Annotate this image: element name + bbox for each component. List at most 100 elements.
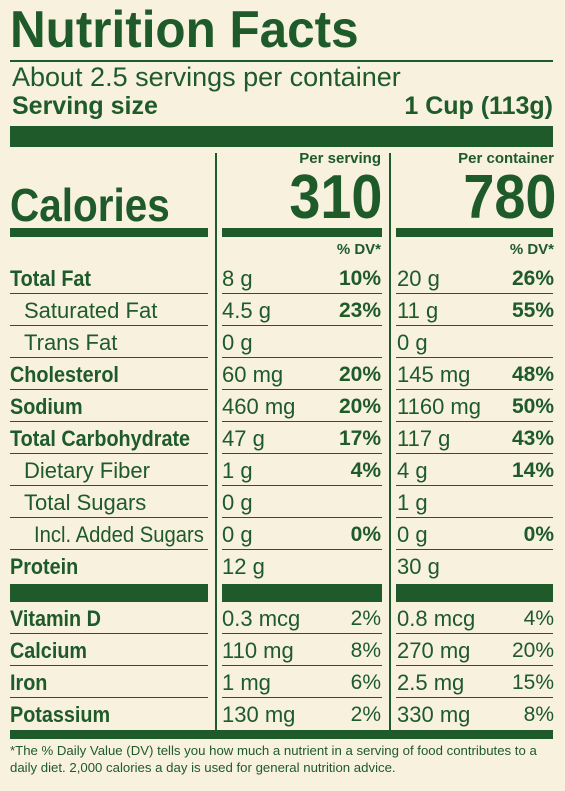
- container-amount: 30 g: [397, 554, 440, 579]
- thick-divider-bottom: [10, 730, 553, 739]
- row-divider: [10, 665, 208, 666]
- serving-amount: 460 mg: [222, 394, 296, 419]
- row-divider: [222, 293, 382, 294]
- nutrient-row: Trans Fat 0 g 0 g: [0, 326, 565, 358]
- container-amount: 0 g: [397, 522, 428, 547]
- nutrient-row: Total Fat 8 g 10% 20 g 26%: [0, 262, 565, 294]
- row-divider: [396, 325, 553, 326]
- row-divider: [396, 357, 553, 358]
- nutrient-name: Protein: [10, 554, 79, 579]
- row-divider: [10, 389, 208, 390]
- row-divider: [396, 421, 553, 422]
- serving-amount: 12 g: [222, 554, 265, 579]
- thick-divider-top: [10, 126, 553, 147]
- vitamin-row: Iron 1 mg 6% 2.5 mg 15%: [0, 666, 565, 698]
- calories-bar-left: [10, 228, 208, 237]
- row-divider: [10, 357, 208, 358]
- serving-dv: 20%: [338, 363, 381, 386]
- title-divider: [10, 60, 553, 62]
- container-amount: 1 g: [397, 490, 428, 515]
- nutrient-row: Dietary Fiber 1 g 4% 4 g 14%: [0, 454, 565, 486]
- container-amount: 145 mg: [397, 362, 471, 387]
- row-divider: [396, 389, 553, 390]
- calories-label: Calories: [10, 179, 170, 231]
- vitamin-bar-mid: [222, 584, 382, 602]
- serving-size-label: Serving size: [12, 92, 158, 120]
- container-amount: 117 g: [397, 426, 451, 451]
- footnote: *The % Daily Value (DV) tells you how mu…: [10, 743, 537, 775]
- serving-size-value: 1 Cup (113g): [404, 92, 553, 120]
- row-divider: [10, 485, 208, 486]
- nutrient-row: Saturated Fat 4.5 g 23% 11 g 55%: [0, 294, 565, 326]
- per-container-header: Per container: [458, 150, 554, 167]
- container-dv: 55%: [511, 299, 554, 322]
- nutrient-name: Total Carbohydrate: [10, 426, 191, 451]
- row-divider: [222, 697, 382, 698]
- column-divider-1: [215, 153, 217, 730]
- vitamin-row: Potassium 130 mg 2% 330 mg 8%: [0, 698, 565, 730]
- per-serving-header: Per serving: [299, 150, 381, 167]
- nutrient-name: Iron: [10, 670, 48, 695]
- row-divider: [222, 665, 382, 666]
- nutrient-row: Total Sugars 0 g 1 g: [0, 486, 565, 518]
- row-divider: [222, 453, 382, 454]
- serving-dv: 8%: [350, 639, 381, 662]
- row-divider: [396, 697, 553, 698]
- row-divider: [396, 665, 553, 666]
- container-amount: 20 g: [397, 266, 440, 291]
- row-divider: [10, 549, 208, 550]
- row-divider: [10, 325, 208, 326]
- nutrient-name: Saturated Fat: [24, 298, 158, 323]
- serving-amount: 0 g: [222, 490, 253, 515]
- nutrient-name: Sodium: [10, 394, 83, 419]
- serving-amount: 0.3 mcg: [222, 606, 301, 631]
- row-divider: [396, 549, 553, 550]
- container-amount: 0 g: [397, 330, 428, 355]
- row-divider: [10, 453, 208, 454]
- row-divider: [10, 697, 208, 698]
- row-divider: [396, 517, 553, 518]
- serving-amount: 1 g: [222, 458, 253, 483]
- serving-amount: 4.5 g: [222, 298, 271, 323]
- serving-amount: 0 g: [222, 522, 253, 547]
- nutrient-name: Cholesterol: [10, 362, 119, 387]
- nutrient-row: Incl. Added Sugars 0 g 0% 0 g 0%: [0, 518, 565, 550]
- container-amount: 1160 mg: [397, 394, 481, 419]
- calories-per-container: 780: [462, 163, 556, 232]
- row-divider: [10, 293, 208, 294]
- serving-dv: 2%: [350, 703, 381, 726]
- vitamin-bar-left: [10, 584, 208, 602]
- container-dv: 0%: [523, 523, 554, 546]
- serving-amount: 1 mg: [222, 670, 271, 695]
- container-amount: 11 g: [397, 298, 439, 323]
- row-divider: [222, 357, 382, 358]
- row-divider: [396, 485, 553, 486]
- row-divider: [10, 517, 208, 518]
- serving-dv: 17%: [338, 427, 381, 450]
- row-divider: [222, 485, 382, 486]
- serving-dv: 4%: [350, 459, 381, 482]
- row-divider: [222, 325, 382, 326]
- nutrient-row: Total Carbohydrate 47 g 17% 117 g 43%: [0, 422, 565, 454]
- servings-per-container: About 2.5 servings per container: [12, 62, 401, 92]
- container-dv: 4%: [523, 607, 554, 630]
- row-divider: [396, 293, 553, 294]
- dv-header-serving: % DV*: [336, 241, 381, 258]
- serving-amount: 47 g: [222, 426, 265, 451]
- calories-bar-mid: [222, 228, 382, 237]
- container-amount: 2.5 mg: [397, 670, 465, 695]
- row-divider: [10, 421, 208, 422]
- serving-dv: 2%: [350, 607, 381, 630]
- calories-bar-right: [396, 228, 553, 237]
- nutrient-row: Protein 12 g 30 g: [0, 550, 565, 582]
- nutrient-name: Vitamin D: [10, 606, 101, 631]
- row-divider: [222, 389, 382, 390]
- nutrient-row: Sodium 460 mg 20% 1160 mg 50%: [0, 390, 565, 422]
- container-dv: 43%: [511, 427, 554, 450]
- serving-amount: 110 mg: [222, 638, 294, 663]
- serving-dv: 0%: [350, 523, 381, 546]
- row-divider: [396, 633, 553, 634]
- serving-amount: 8 g: [222, 266, 253, 291]
- row-divider: [222, 421, 382, 422]
